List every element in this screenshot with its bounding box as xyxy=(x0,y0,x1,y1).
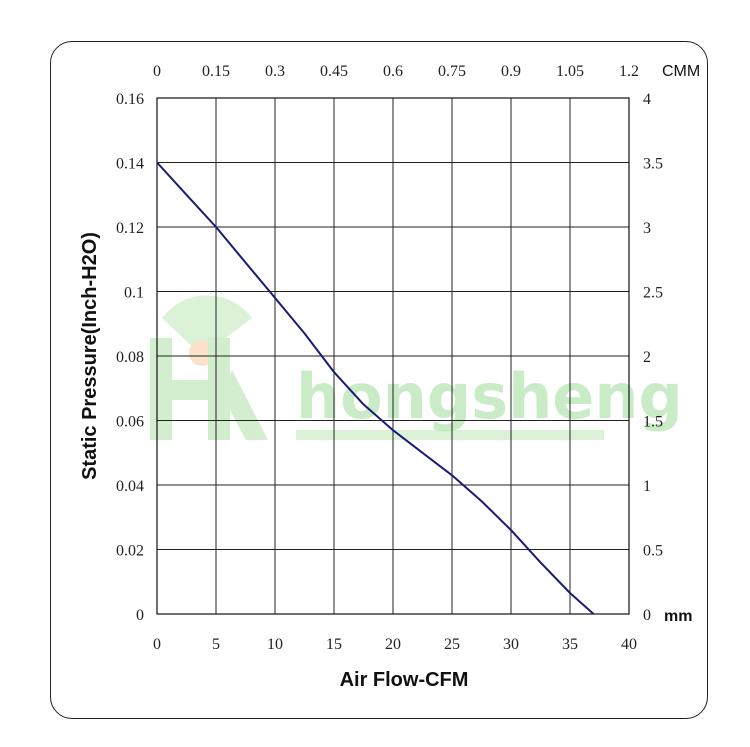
right-tick-label: 1 xyxy=(643,478,651,495)
y-tick-label: 0.06 xyxy=(116,414,144,431)
y-tick-label: 0.04 xyxy=(116,478,144,495)
chart-frame xyxy=(50,41,708,719)
watermark-underline xyxy=(296,430,604,440)
top-tick-label: 1.2 xyxy=(619,63,639,80)
hongsheng-watermark: hongsheng xyxy=(150,295,683,440)
x-axis-bottom-ticks: 0 5 10 15 20 25 30 35 40 xyxy=(153,636,637,653)
y-tick-label: 0.02 xyxy=(116,543,144,560)
y-tick-label: 0.12 xyxy=(116,220,144,237)
series-line xyxy=(156,161,595,615)
y-axis-title: Static Pressure(Inch-H2O) xyxy=(79,232,101,480)
x-axis-title: Air Flow-CFM xyxy=(340,669,469,691)
top-tick-label: 1.05 xyxy=(556,63,584,80)
plot-area-border xyxy=(156,97,630,615)
right-tick-label: 1.5 xyxy=(643,414,663,431)
right-tick-label: 4 xyxy=(643,91,651,108)
right-tick-label: 0.5 xyxy=(643,543,663,560)
x-axis-top-ticks: 0 0.15 0.3 0.45 0.6 0.75 0.9 1.05 1.2 xyxy=(153,63,639,80)
y-tick-label: 0.14 xyxy=(116,156,144,173)
y-tick-label: 0 xyxy=(136,607,144,624)
right-tick-label: 2 xyxy=(643,349,651,366)
y-tick-label: 0.08 xyxy=(116,349,144,366)
x-tick-label: 20 xyxy=(385,636,401,653)
top-axis-unit: CMM xyxy=(662,63,700,80)
right-axis-unit: mm xyxy=(664,608,692,625)
right-tick-label: 3.5 xyxy=(643,156,663,173)
top-tick-label: 0.3 xyxy=(265,63,285,80)
y-tick-label: 0.16 xyxy=(116,91,144,108)
watermark-fan-icon xyxy=(150,295,268,440)
x-tick-label: 15 xyxy=(326,636,342,653)
top-tick-label: 0.75 xyxy=(438,63,466,80)
x-tick-label: 10 xyxy=(267,636,283,653)
x-tick-label: 35 xyxy=(562,636,578,653)
x-tick-label: 5 xyxy=(212,636,220,653)
series-layer xyxy=(156,161,595,615)
y-tick-label: 0.1 xyxy=(124,285,144,302)
x-tick-label: 0 xyxy=(153,636,161,653)
x-tick-label: 30 xyxy=(503,636,519,653)
top-tick-label: 0.45 xyxy=(320,63,348,80)
y-axis-right-ticks: 0 0.5 1 1.5 2 2.5 3 3.5 4 xyxy=(643,91,663,624)
x-tick-label: 25 xyxy=(444,636,460,653)
top-tick-label: 0 xyxy=(153,63,161,80)
top-tick-label: 0.15 xyxy=(202,63,230,80)
watermark-text: hongsheng xyxy=(296,360,683,433)
right-tick-label: 2.5 xyxy=(643,285,663,302)
y-axis-left-ticks: 0 0.02 0.04 0.06 0.08 0.1 0.12 0.14 0.16 xyxy=(116,91,144,624)
right-tick-label: 0 xyxy=(643,607,651,624)
top-tick-label: 0.9 xyxy=(501,63,521,80)
right-tick-label: 3 xyxy=(643,220,651,237)
grid-lines xyxy=(156,97,630,615)
top-tick-label: 0.6 xyxy=(383,63,403,80)
x-tick-label: 40 xyxy=(621,636,637,653)
